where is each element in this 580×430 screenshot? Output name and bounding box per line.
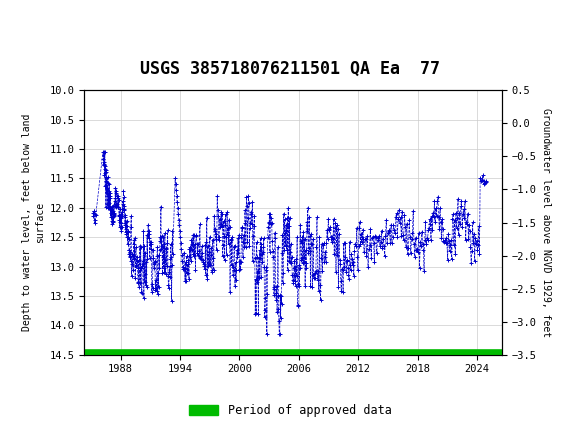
Y-axis label: Depth to water level, feet below land
surface: Depth to water level, feet below land su… — [22, 114, 45, 331]
Text: USGS: USGS — [3, 10, 50, 25]
Legend: Period of approved data: Period of approved data — [184, 399, 396, 422]
Text: USGS 385718076211501 QA Ea  77: USGS 385718076211501 QA Ea 77 — [140, 59, 440, 77]
Text: ≡: ≡ — [1, 7, 17, 26]
Y-axis label: Groundwater level above NGVD 1929, feet: Groundwater level above NGVD 1929, feet — [541, 108, 550, 337]
